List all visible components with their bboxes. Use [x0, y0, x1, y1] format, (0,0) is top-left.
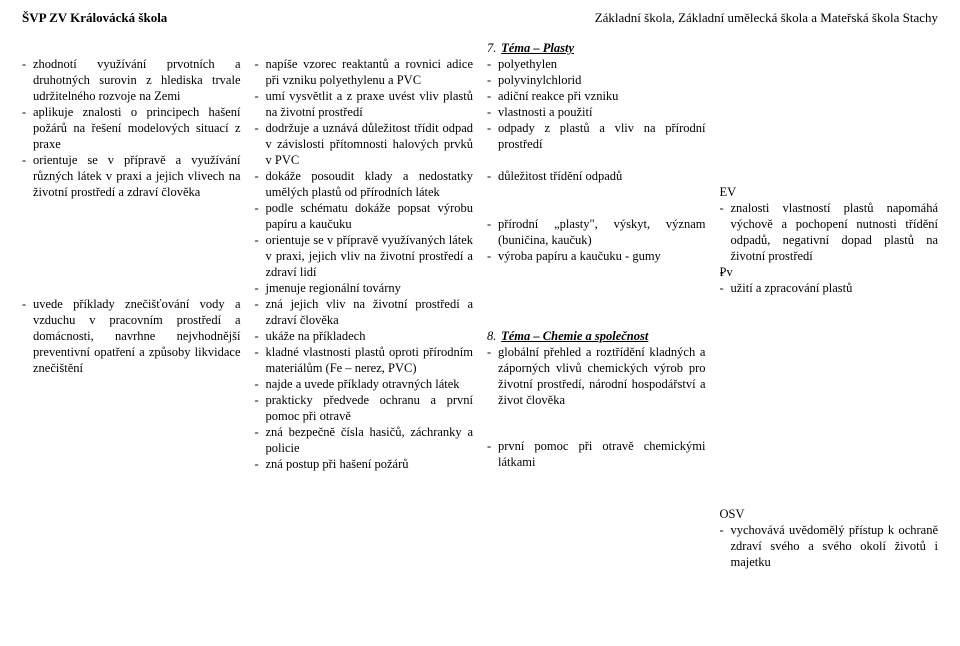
c2-item: dokáže posoudit klady a nedostatky umělý… — [255, 168, 474, 200]
topic7-title: Téma – Plasty — [501, 41, 574, 55]
c2-item: ukáže na příkladech — [255, 328, 474, 344]
c1-item: zhodnotí využívání prvotních a druhotnýc… — [22, 56, 241, 104]
c2-item: podle schématu dokáže popsat výrobu papí… — [255, 200, 474, 232]
school-name: Základní škola, Základní umělecká škola … — [595, 10, 938, 26]
c3-item: první pomoc při otravě chemickými látkam… — [487, 438, 706, 470]
topic7-header: 7. Téma – Plasty — [487, 40, 706, 56]
topic8-title: Téma – Chemie a společnost — [501, 329, 648, 343]
c4-item: užití a zpracování plastů — [720, 280, 939, 296]
c2-item: prakticky předvede ochranu a první pomoc… — [255, 392, 474, 424]
c4-item: znalosti vlastností plastů napomáhá vých… — [720, 200, 939, 264]
c3-item: polyethylen — [487, 56, 706, 72]
pv-label: Pv — [720, 264, 939, 280]
topic7-num: 7. — [487, 40, 498, 56]
topic8-num: 8. — [487, 328, 498, 344]
doc-code: ŠVP ZV Královácká škola — [22, 10, 167, 26]
c2-item: napíše vzorec reaktantů a rovnici adice … — [255, 56, 474, 88]
c1-item: orientuje se v přípravě a využívání různ… — [22, 152, 241, 200]
column-4: EV znalosti vlastností plastů napomáhá v… — [720, 40, 939, 570]
c3-item: výroba papíru a kaučuku - gumy — [487, 248, 706, 264]
column-2: napíše vzorec reaktantů a rovnici adice … — [255, 40, 474, 570]
c3-item: polyvinylchlorid — [487, 72, 706, 88]
c2-item: najde a uvede příklady otravných látek — [255, 376, 474, 392]
c2-item: dodržuje a uznává důležitost třídit odpa… — [255, 120, 474, 168]
c3-item: odpady z plastů a vliv na přírodní prost… — [487, 120, 706, 152]
c3-item: globální přehled a roztřídění kladných a… — [487, 344, 706, 408]
c1-item: aplikuje znalosti o principech hašení po… — [22, 104, 241, 152]
c2-item: orientuje se v přípravě využívaných láte… — [255, 232, 474, 280]
c2-item: umí vysvětlit a z praxe uvést vliv plast… — [255, 88, 474, 120]
c3-item: přírodní „plasty", výskyt, význam (bunič… — [487, 216, 706, 248]
c1-item: uvede příklady znečišťování vody a vzduc… — [22, 296, 241, 376]
c3-item: adiční reakce při vzniku — [487, 88, 706, 104]
c3-item: důležitost třídění odpadů — [487, 168, 706, 184]
ev-label: EV — [720, 184, 939, 200]
content-columns: zhodnotí využívání prvotních a druhotnýc… — [22, 40, 938, 570]
c4-item: vychovává uvědomělý přístup k ochraně zd… — [720, 522, 939, 570]
c2-item: zná postup při hašení požárů — [255, 456, 474, 472]
osv-label: OSV — [720, 506, 939, 522]
c2-item: kladné vlastnosti plastů oproti přírodní… — [255, 344, 474, 376]
column-1: zhodnotí využívání prvotních a druhotnýc… — [22, 40, 241, 570]
c2-item: zná jejich vliv na životní prostředí a z… — [255, 296, 474, 328]
c3-item: vlastnosti a použití — [487, 104, 706, 120]
c2-item: zná bezpečně čísla hasičů, záchranky a p… — [255, 424, 474, 456]
column-3: 7. Téma – Plasty polyethylen polyvinylch… — [487, 40, 706, 570]
c2-item: jmenuje regionální továrny — [255, 280, 474, 296]
topic8-header: 8. Téma – Chemie a společnost — [487, 328, 706, 344]
